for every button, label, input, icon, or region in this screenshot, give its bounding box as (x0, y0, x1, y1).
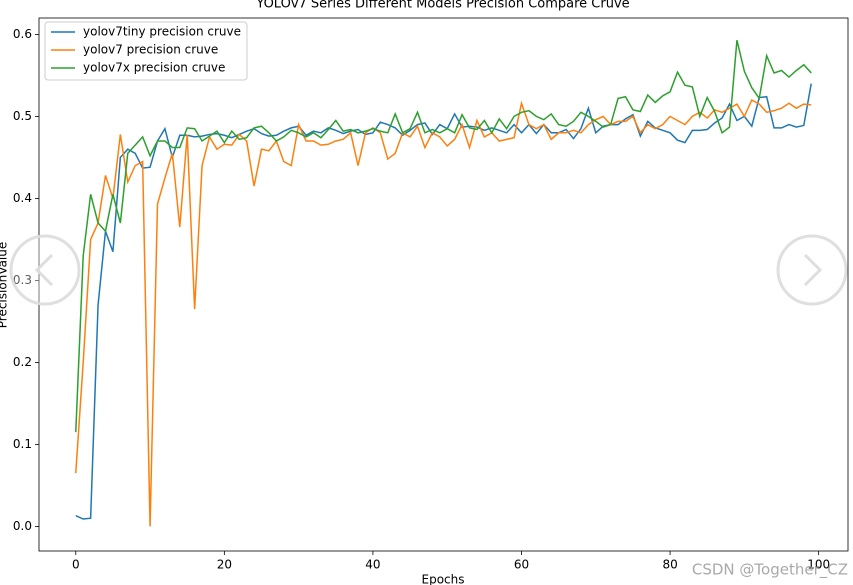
y-axis-label: PrecisionValue (0, 242, 10, 329)
legend-label: yolov7 precision cruve (83, 43, 218, 57)
y-tick-label: 0.6 (13, 27, 32, 41)
carousel-arrow (803, 253, 823, 287)
y-tick-label: 0.5 (13, 109, 32, 123)
series-line (75, 83, 812, 520)
y-tick-label: 0.2 (13, 355, 32, 369)
x-tick-label: 40 (365, 558, 380, 572)
y-tick-label: 0.3 (13, 273, 32, 287)
carousel-button[interactable] (9, 234, 81, 306)
series-line (75, 98, 812, 527)
carousel-button[interactable] (776, 234, 848, 306)
legend-box (44, 21, 248, 81)
legend-label: yolov7x precision cruve (83, 61, 225, 75)
y-tick-label: 0.1 (13, 437, 32, 451)
y-tick-label: 0.4 (13, 191, 32, 205)
series-line (75, 39, 812, 433)
carousel-arrow (34, 253, 54, 287)
x-tick-label: 0 (72, 558, 80, 572)
y-tick-label: 0.0 (13, 519, 32, 533)
watermark: CSDN @Together_CZ (692, 561, 848, 580)
legend: yolov7tiny precision cruve yolov7 precisi… (44, 21, 248, 81)
plot-frame (38, 17, 849, 552)
x-tick-label: 100 (807, 558, 830, 572)
x-tick-label: 60 (514, 558, 529, 572)
x-tick-label: 20 (217, 558, 232, 572)
x-tick-label: 80 (662, 558, 677, 572)
chart-title: YOLOv7 Series Different Models Precision… (255, 0, 629, 12)
overlay: CSDN @Together_CZ (9, 234, 848, 580)
x-axis-label: Epochs (422, 573, 465, 585)
legend-label: yolov7tiny precision cruve (83, 25, 241, 39)
